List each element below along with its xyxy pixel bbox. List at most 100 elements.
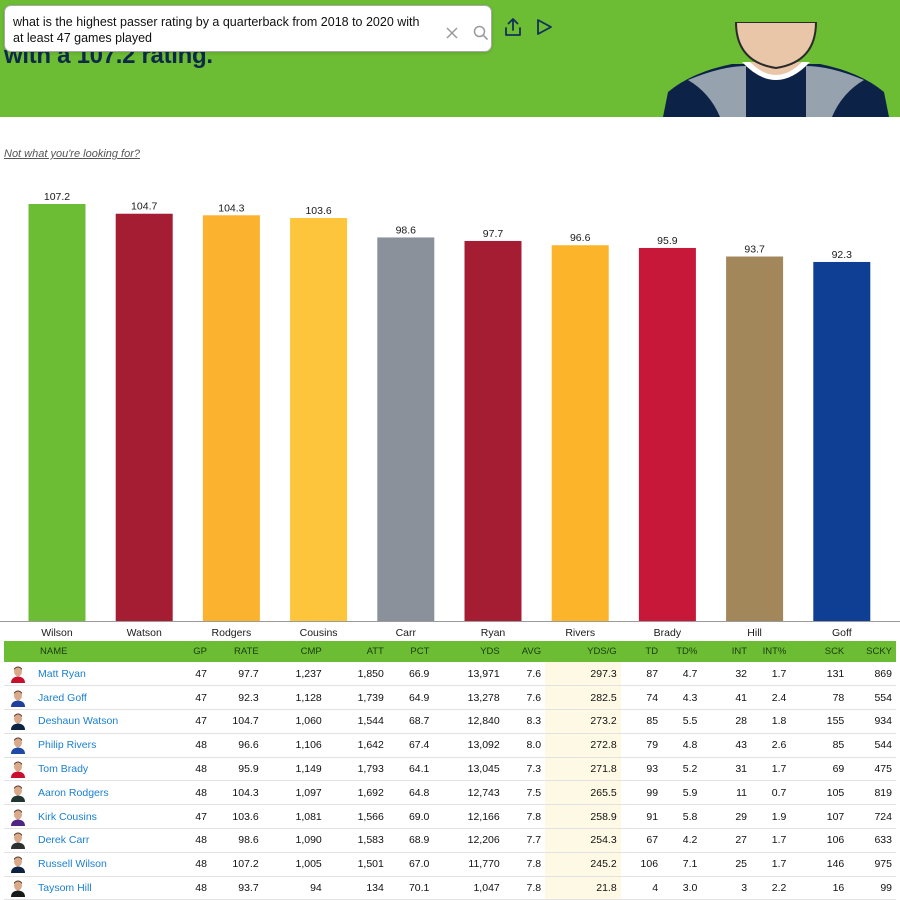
player-name-link[interactable]: Jared Goff xyxy=(38,691,87,704)
search-icon[interactable] xyxy=(473,25,489,41)
player-name-link[interactable]: Taysom Hill xyxy=(38,882,92,895)
player-name-link[interactable]: Derek Carr xyxy=(38,834,90,847)
table-cell-gp: 48 xyxy=(161,876,211,900)
player-cell: Matt Ryan xyxy=(4,662,162,687)
column-header-cmp[interactable]: CMP xyxy=(262,641,326,662)
player-name-link[interactable]: Deshaun Watson xyxy=(38,715,119,728)
passer-rating-bar-chart: 107.2 Wilson 104.7 Watson 104.3 Rodgers 103.6 C… xyxy=(0,191,900,639)
table-cell-pct: 67.0 xyxy=(387,852,434,877)
column-header-scky[interactable]: SCKY xyxy=(848,641,896,662)
player-name-link[interactable]: Kirk Cousins xyxy=(38,810,97,823)
column-header-rate[interactable]: RATE xyxy=(210,641,263,662)
table-cell-int: 11 xyxy=(701,780,752,806)
column-header-int-[interactable]: INT% xyxy=(751,641,791,662)
column-header-yds-g[interactable]: YDS/G xyxy=(545,641,621,662)
bar-goff[interactable] xyxy=(813,261,871,621)
table-cell-cmp: 1,106 xyxy=(262,733,326,758)
x-tick-label: Goff xyxy=(832,627,852,639)
table-cell-td: 93 xyxy=(620,757,663,782)
table-header-row: NAME GP RATE CMP ATT PCT YDS AVG YDS/G TD TD% INT IN… xyxy=(4,641,896,662)
player-name-link[interactable]: Matt Ryan xyxy=(38,667,86,680)
bar-value-label: 104.7 xyxy=(131,201,157,213)
table-cell-scky: 975 xyxy=(848,852,896,877)
table-cell-yds: 12,166 xyxy=(433,804,504,830)
bar-ryan[interactable] xyxy=(464,240,522,621)
column-header-pct[interactable]: PCT xyxy=(387,641,434,662)
table-cell-cmp: 1,060 xyxy=(262,709,326,734)
x-tick-label: Wilson xyxy=(41,627,73,639)
table-cell-pct: 68.7 xyxy=(387,709,434,734)
table-cell-td: 74 xyxy=(620,685,663,711)
table-cell-int-: 2.4 xyxy=(751,685,791,711)
share-icon[interactable] xyxy=(502,16,524,38)
bar-carr[interactable] xyxy=(377,237,435,621)
column-header-yds[interactable]: YDS xyxy=(433,641,504,662)
player-name-link[interactable]: Aaron Rodgers xyxy=(38,786,109,799)
bar-value-label: 104.3 xyxy=(218,202,244,214)
table-cell-yds-g: 297.3 xyxy=(545,662,621,687)
column-header-td[interactable]: TD xyxy=(620,641,663,662)
table-cell-int-: 1.7 xyxy=(751,828,791,853)
column-header-int[interactable]: INT xyxy=(701,641,752,662)
table-cell-avg: 7.8 xyxy=(503,852,546,877)
table-cell-yds-g: 273.2 xyxy=(545,709,621,734)
column-header-gp[interactable]: GP xyxy=(161,641,211,662)
bar-rivers[interactable] xyxy=(551,245,609,621)
table-cell-gp: 47 xyxy=(161,685,211,711)
bar-rodgers[interactable] xyxy=(202,215,260,622)
bar-brady[interactable] xyxy=(638,247,696,621)
table-cell-sck: 78 xyxy=(790,685,849,711)
bar-value-label: 96.6 xyxy=(570,232,591,244)
x-tick-label: Carr xyxy=(396,627,417,639)
table-cell-td-: 4.2 xyxy=(662,828,702,853)
table-cell-avg: 7.3 xyxy=(503,757,546,782)
column-header-avg[interactable]: AVG xyxy=(503,641,546,662)
column-header-name[interactable]: NAME xyxy=(4,641,162,662)
clear-icon[interactable] xyxy=(445,26,459,40)
bar-wilson[interactable] xyxy=(28,204,86,621)
bar-cousins[interactable] xyxy=(290,218,348,621)
player-name-link[interactable]: Tom Brady xyxy=(38,763,89,776)
column-header-td-[interactable]: TD% xyxy=(662,641,702,662)
table-cell-pct: 64.9 xyxy=(387,685,434,711)
x-tick-label: Brady xyxy=(654,627,682,639)
table-cell-int: 27 xyxy=(701,828,752,853)
table-cell-td: 79 xyxy=(620,733,663,758)
player-name-link[interactable]: Philip Rivers xyxy=(38,739,97,752)
table-cell-gp: 48 xyxy=(161,757,211,782)
table-cell-yds: 13,278 xyxy=(433,685,504,711)
table-cell-yds-g: 254.3 xyxy=(545,828,621,853)
table-cell-gp: 48 xyxy=(161,828,211,853)
player-cell: Russell Wilson xyxy=(4,852,162,877)
table-cell-rate: 98.6 xyxy=(210,828,263,853)
table-cell-td-: 4.7 xyxy=(662,662,702,687)
not-what-youre-looking-for-link[interactable]: Not what you're looking for? xyxy=(4,148,141,160)
search-box[interactable]: what is the highest passer rating by a q… xyxy=(4,5,492,52)
table-cell-cmp: 1,090 xyxy=(262,828,326,853)
table-cell-yds: 12,743 xyxy=(433,780,504,806)
table-cell-scky: 633 xyxy=(848,828,896,853)
player-cell: Kirk Cousins xyxy=(4,804,162,830)
table-cell-yds-g: 272.8 xyxy=(545,733,621,758)
column-header-att[interactable]: ATT xyxy=(325,641,388,662)
table-cell-att: 1,739 xyxy=(325,685,388,711)
table-cell-cmp: 1,149 xyxy=(262,757,326,782)
table-cell-yds-g: 21.8 xyxy=(545,876,621,900)
column-header-sck[interactable]: SCK xyxy=(790,641,849,662)
bar-hill[interactable] xyxy=(726,256,784,621)
table-cell-rate: 104.7 xyxy=(210,709,263,734)
table-cell-pct: 69.0 xyxy=(387,804,434,830)
table-cell-td-: 5.9 xyxy=(662,780,702,806)
player-headshot-icon xyxy=(11,737,25,755)
search-input[interactable]: what is the highest passer rating by a q… xyxy=(13,15,420,45)
table-cell-td-: 5.5 xyxy=(662,709,702,734)
player-name-link[interactable]: Russell Wilson xyxy=(38,858,107,871)
table-cell-att: 1,544 xyxy=(325,709,388,734)
table-cell-rate: 103.6 xyxy=(210,804,263,830)
bar-watson[interactable] xyxy=(115,213,173,622)
table-cell-td: 87 xyxy=(620,662,663,687)
table-cell-int-: 0.7 xyxy=(751,780,791,806)
play-icon[interactable] xyxy=(534,17,554,37)
table-cell-sck: 69 xyxy=(790,757,849,782)
table-cell-scky: 554 xyxy=(848,685,896,711)
